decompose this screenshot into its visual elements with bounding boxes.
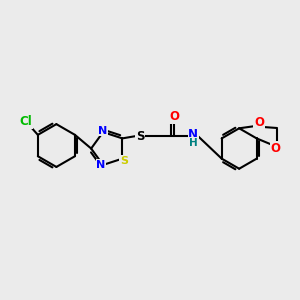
Text: S: S — [120, 156, 128, 166]
Text: Cl: Cl — [20, 115, 32, 128]
Text: H: H — [189, 137, 198, 148]
Text: O: O — [169, 110, 179, 123]
Text: O: O — [270, 142, 280, 155]
Text: N: N — [98, 126, 108, 136]
Text: O: O — [254, 116, 264, 129]
Text: S: S — [136, 130, 144, 142]
Text: N: N — [188, 128, 198, 141]
Text: N: N — [96, 160, 105, 170]
